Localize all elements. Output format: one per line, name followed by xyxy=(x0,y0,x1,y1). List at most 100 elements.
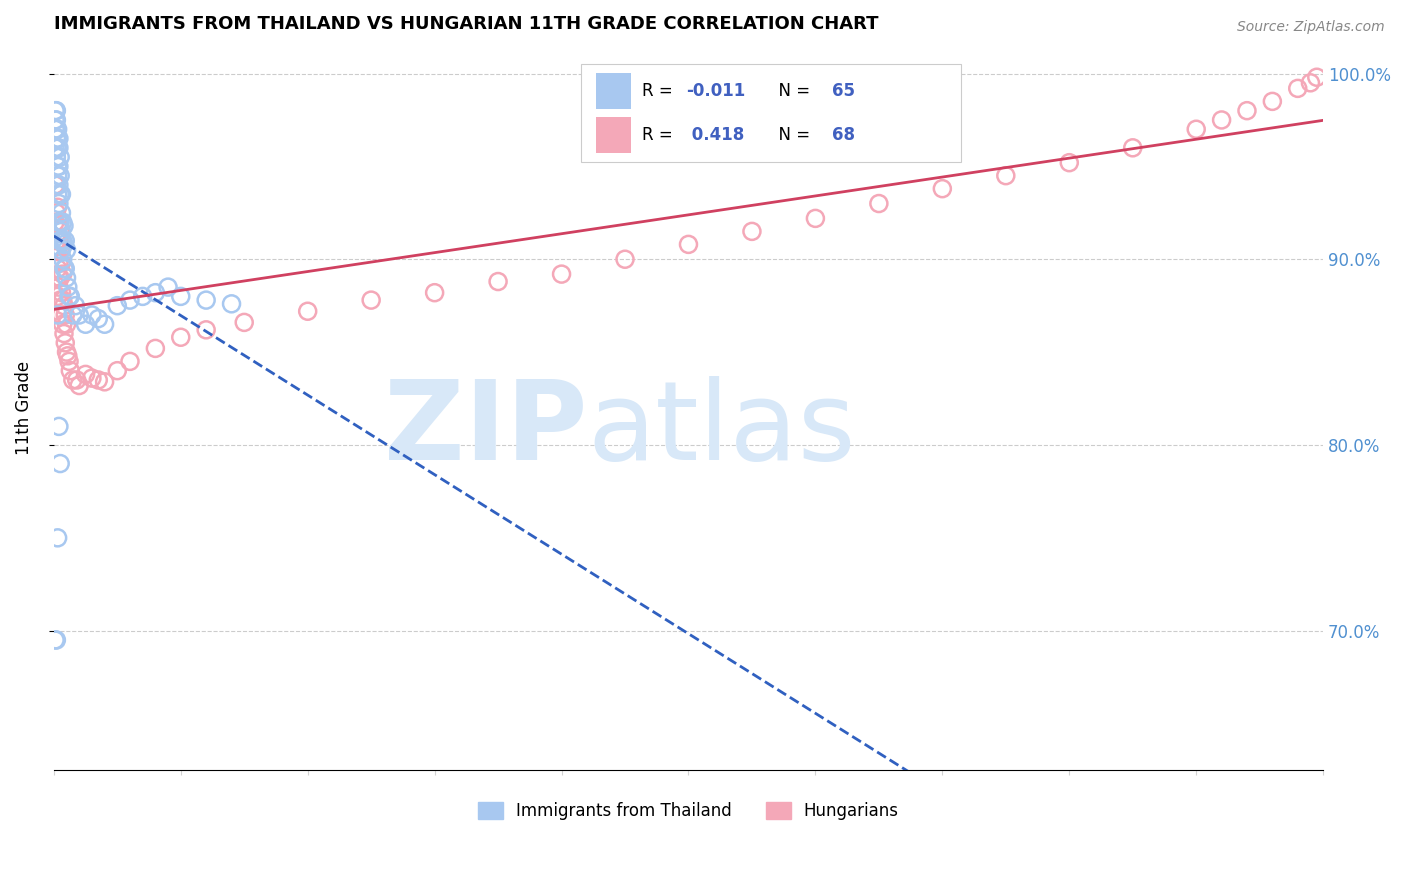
Point xyxy=(105,364,128,378)
Text: N =: N = xyxy=(769,126,815,144)
Point xyxy=(53,234,76,248)
Point xyxy=(49,234,72,248)
Point xyxy=(1211,112,1233,127)
Point xyxy=(360,293,382,307)
Point xyxy=(53,219,76,233)
Point xyxy=(48,234,70,248)
Point xyxy=(67,378,90,392)
Point xyxy=(55,270,77,285)
Text: -0.011: -0.011 xyxy=(686,82,745,100)
Point xyxy=(145,342,167,356)
Point xyxy=(93,318,115,332)
Point xyxy=(46,122,69,136)
Text: IMMIGRANTS FROM THAILAND VS HUNGARIAN 11TH GRADE CORRELATION CHART: IMMIGRANTS FROM THAILAND VS HUNGARIAN 11… xyxy=(53,15,879,33)
Point xyxy=(56,349,79,363)
Point xyxy=(170,289,193,303)
Point xyxy=(58,354,80,368)
Point xyxy=(46,243,69,257)
Point xyxy=(53,237,76,252)
Point xyxy=(46,219,69,233)
Point xyxy=(131,289,153,303)
Point xyxy=(45,122,67,136)
Point xyxy=(62,308,84,322)
Point xyxy=(58,289,80,303)
Point xyxy=(52,318,75,332)
Point xyxy=(105,299,128,313)
Point xyxy=(51,256,73,270)
Point xyxy=(49,270,72,285)
Point xyxy=(46,131,69,145)
Point xyxy=(48,419,70,434)
Point xyxy=(51,308,73,322)
Point xyxy=(46,531,69,545)
Text: 68: 68 xyxy=(832,126,855,144)
Point xyxy=(48,270,70,285)
Point xyxy=(45,234,67,248)
Point xyxy=(53,299,76,313)
Point xyxy=(53,308,76,322)
Point xyxy=(221,297,243,311)
Point xyxy=(51,243,73,257)
Point xyxy=(52,215,75,229)
Point xyxy=(48,215,70,229)
Point xyxy=(49,457,72,471)
Y-axis label: 11th Grade: 11th Grade xyxy=(15,360,32,455)
Point xyxy=(52,293,75,307)
Point xyxy=(233,315,256,329)
Point xyxy=(195,323,218,337)
Point xyxy=(1122,141,1144,155)
Point xyxy=(44,103,66,118)
Point xyxy=(45,103,67,118)
Text: 0.418: 0.418 xyxy=(686,126,744,144)
Point xyxy=(51,187,73,202)
Point xyxy=(170,330,193,344)
Point xyxy=(51,285,73,300)
Point xyxy=(87,373,110,387)
Point xyxy=(1299,76,1322,90)
Point xyxy=(931,182,953,196)
Point xyxy=(804,211,827,226)
Point xyxy=(53,326,76,341)
Point xyxy=(49,293,72,307)
Point xyxy=(44,122,66,136)
Point xyxy=(87,311,110,326)
Point xyxy=(118,354,141,368)
Point xyxy=(994,169,1017,183)
Point xyxy=(145,285,167,300)
Point xyxy=(75,318,97,332)
Point xyxy=(66,373,89,387)
FancyBboxPatch shape xyxy=(596,73,631,110)
Point xyxy=(56,280,79,294)
Point xyxy=(46,160,69,174)
Point xyxy=(48,131,70,145)
Point xyxy=(55,345,77,359)
Point xyxy=(53,261,76,276)
Point xyxy=(55,318,77,332)
Text: R =: R = xyxy=(641,82,678,100)
Point xyxy=(423,285,446,300)
Point xyxy=(46,141,69,155)
Point xyxy=(1261,95,1284,109)
Point xyxy=(65,299,87,313)
Point xyxy=(49,169,72,183)
Point xyxy=(46,308,69,322)
Point xyxy=(49,187,72,202)
Point xyxy=(1185,122,1208,136)
Point xyxy=(157,280,180,294)
Text: R =: R = xyxy=(641,126,678,144)
Point xyxy=(48,256,70,270)
Point xyxy=(59,364,82,378)
Point xyxy=(46,289,69,303)
Point xyxy=(1286,81,1309,95)
Point xyxy=(53,335,76,350)
Point xyxy=(93,375,115,389)
Point xyxy=(44,141,66,155)
Point xyxy=(868,196,890,211)
Point xyxy=(1306,70,1329,85)
Point xyxy=(48,178,70,192)
Point xyxy=(46,261,69,276)
Point xyxy=(80,371,103,385)
Point xyxy=(46,187,69,202)
Point xyxy=(44,112,66,127)
Point xyxy=(45,178,67,192)
